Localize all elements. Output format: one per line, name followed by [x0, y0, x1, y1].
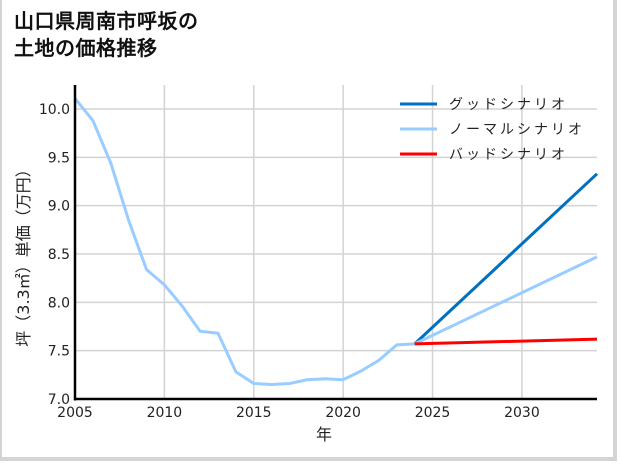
y-tick-label: 9.0 [48, 199, 70, 215]
series-line [73, 97, 415, 386]
series-line [414, 255, 598, 346]
series-line [413, 172, 599, 345]
tick-labels: 2005 2010 2015 2020 2025 2030 7.0 7.5 8.0 8.5 9.0 9… [39, 102, 540, 421]
series-line [414, 337, 598, 346]
y-axis-label: 坪（3.3㎡）単価（万円） [14, 161, 33, 346]
chart-title: 山口県周南市呼坂の 土地の価格推移 [14, 8, 199, 62]
x-axis-label: 年 [316, 425, 332, 444]
title-line-2: 土地の価格推移 [14, 36, 158, 60]
legend-label: ノーマルシナリオ [449, 122, 585, 138]
title-line-1: 山口県周南市呼坂の [14, 9, 199, 33]
x-tick-label: 2015 [236, 405, 272, 421]
x-tick-label: 2025 [415, 405, 451, 421]
x-tick-label: 2030 [504, 405, 540, 421]
x-tick-label: 2005 [57, 405, 93, 421]
legend-label: グッドシナリオ [449, 97, 568, 113]
y-tick-label: 8.0 [48, 295, 70, 311]
y-tick-label: 7.5 [48, 344, 70, 360]
y-tick-label: 9.5 [48, 150, 70, 166]
data-lines [73, 97, 599, 386]
x-tick-label: 2020 [325, 405, 361, 421]
legend-label: バッドシナリオ [449, 147, 568, 163]
y-tick-label: 8.5 [48, 247, 70, 263]
axes [73, 85, 597, 401]
y-tick-label: 10.0 [39, 102, 70, 118]
x-tick-label: 2010 [147, 405, 183, 421]
y-tick-label: 7.0 [48, 392, 70, 408]
